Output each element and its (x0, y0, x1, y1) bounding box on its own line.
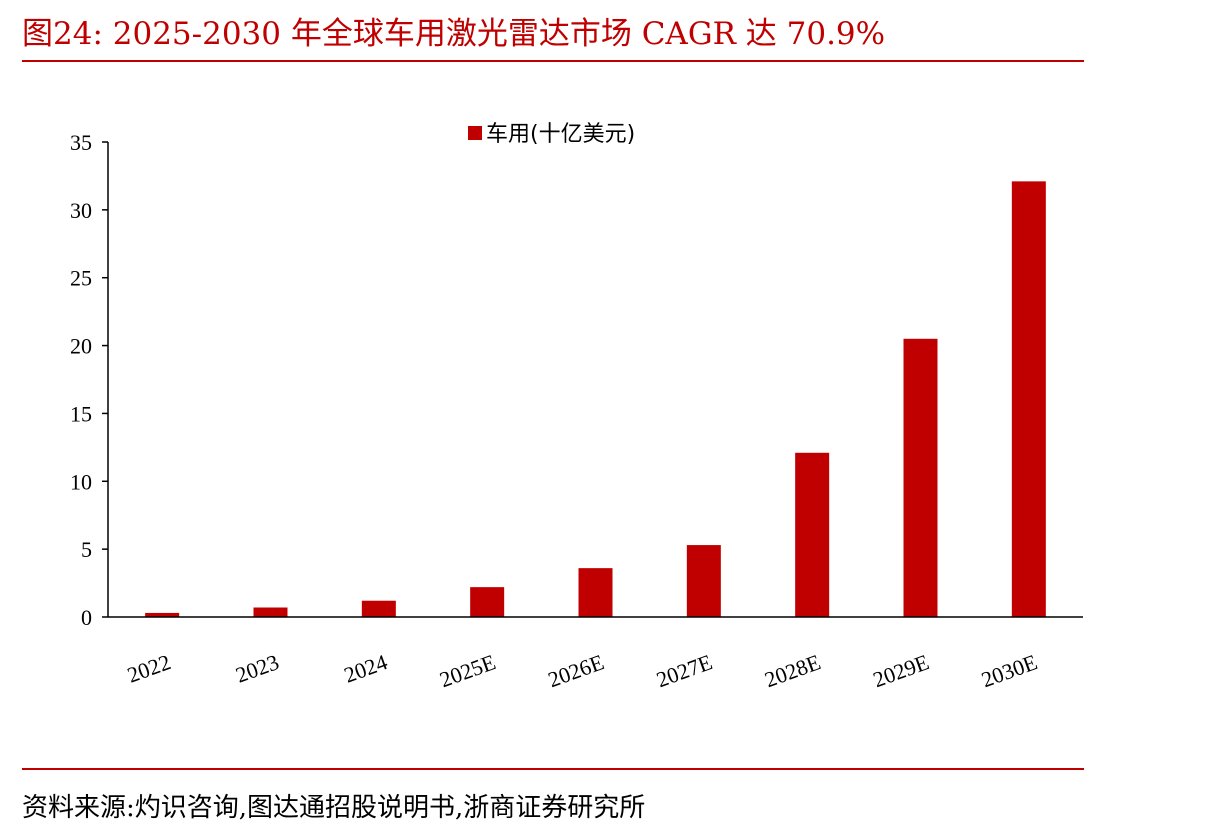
x-tick-label: 2030E (978, 649, 1041, 692)
x-axis-ticks: 2022 2023 2024 2025E 2026E 2027E 2028E 2029E 203… (124, 649, 1041, 692)
legend: 车用(十亿美元) (468, 122, 635, 147)
legend-swatch (468, 126, 482, 140)
legend-label: 车用(十亿美元) (486, 122, 635, 147)
bar-chart: 车用(十亿美元) 0 5 10 15 20 25 30 35 2022 2023 2024 2025… (70, 122, 1083, 692)
x-tick-label: 2024 (341, 649, 391, 688)
bar-2025E (470, 587, 505, 617)
bar-2023 (253, 607, 288, 617)
x-tick-label: 2023 (232, 649, 282, 688)
bar-2022 (145, 612, 180, 617)
bar-2027E (686, 545, 721, 617)
bars (145, 181, 1046, 617)
y-tick-label: 10 (70, 469, 92, 494)
x-tick-label: 2028E (761, 649, 824, 692)
source-divider (22, 768, 1084, 770)
x-tick-label: 2026E (545, 649, 608, 692)
source-note: 资料来源:灼识咨询,图达通招股说明书,浙商证券研究所 (22, 793, 646, 823)
x-tick-label: 2022 (124, 649, 174, 688)
bar-2029E (903, 338, 938, 617)
x-tick-label: 2025E (436, 649, 499, 692)
y-tick-label: 5 (81, 537, 92, 562)
y-tick-label: 35 (70, 130, 92, 155)
y-tick-label: 30 (70, 198, 92, 223)
y-tick-label: 25 (70, 266, 92, 291)
y-axis-ticks: 0 5 10 15 20 25 30 35 (70, 130, 108, 630)
bar-2030E (1011, 181, 1046, 617)
bar-2028E (795, 452, 830, 617)
bar-2024 (361, 600, 396, 617)
x-tick-label: 2027E (653, 649, 716, 692)
x-tick-label: 2029E (870, 649, 933, 692)
bar-2026E (578, 568, 613, 617)
y-tick-label: 0 (81, 605, 92, 630)
y-tick-label: 20 (70, 334, 92, 359)
title-divider (22, 60, 1084, 62)
figure-title: 图24: 2025-2030 年全球车用激光雷达市场 CAGR 达 70.9% (22, 16, 886, 52)
y-tick-label: 15 (70, 401, 92, 426)
